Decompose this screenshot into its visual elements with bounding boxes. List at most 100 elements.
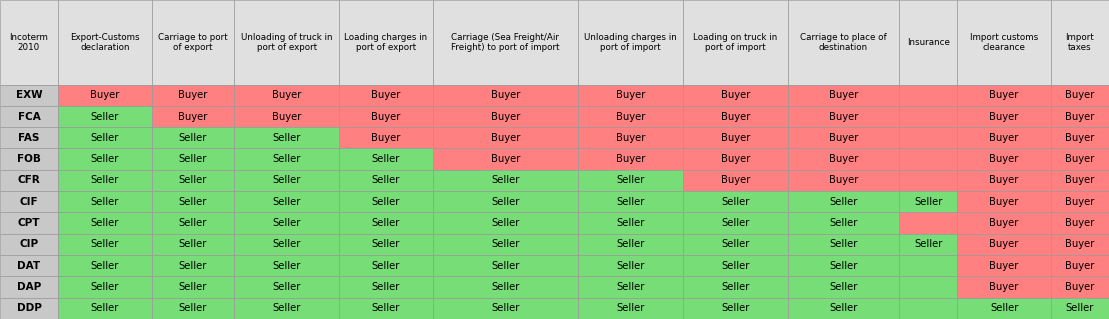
Text: Buyer: Buyer bbox=[372, 112, 400, 122]
Text: Seller: Seller bbox=[179, 133, 207, 143]
Text: Seller: Seller bbox=[179, 282, 207, 292]
Bar bbox=[787, 85, 899, 106]
Text: Seller: Seller bbox=[91, 154, 119, 164]
Text: Export-Customs
declaration: Export-Customs declaration bbox=[70, 33, 140, 52]
Text: Carriage to port
of export: Carriage to port of export bbox=[159, 33, 227, 52]
Text: Seller: Seller bbox=[273, 239, 301, 249]
Bar bbox=[58, 148, 152, 170]
Text: Buyer: Buyer bbox=[1066, 282, 1095, 292]
Bar bbox=[58, 170, 152, 191]
Bar bbox=[578, 106, 683, 127]
Text: Loading charges in
port of export: Loading charges in port of export bbox=[345, 33, 428, 52]
Bar bbox=[58, 276, 152, 298]
Bar bbox=[683, 85, 787, 106]
Text: Buyer: Buyer bbox=[989, 282, 1019, 292]
Bar bbox=[578, 234, 683, 255]
Text: Seller: Seller bbox=[372, 303, 400, 313]
Bar bbox=[433, 276, 578, 298]
Bar bbox=[339, 85, 433, 106]
Text: Buyer: Buyer bbox=[490, 112, 520, 122]
Bar bbox=[234, 234, 339, 255]
Text: Buyer: Buyer bbox=[1066, 175, 1095, 185]
Bar bbox=[433, 298, 578, 319]
Bar bbox=[339, 212, 433, 234]
Bar bbox=[683, 148, 787, 170]
Bar bbox=[433, 0, 578, 85]
Bar bbox=[0, 255, 58, 276]
Text: Buyer: Buyer bbox=[989, 218, 1019, 228]
Text: Seller: Seller bbox=[91, 261, 119, 271]
Bar bbox=[787, 170, 899, 191]
Text: Seller: Seller bbox=[273, 303, 301, 313]
Bar bbox=[58, 234, 152, 255]
Bar bbox=[0, 148, 58, 170]
Bar bbox=[787, 191, 899, 212]
Text: Seller: Seller bbox=[179, 175, 207, 185]
Text: Seller: Seller bbox=[721, 197, 750, 207]
Text: CIP: CIP bbox=[20, 239, 39, 249]
Bar bbox=[152, 170, 234, 191]
Bar bbox=[58, 0, 152, 85]
Bar bbox=[957, 127, 1051, 148]
Text: Buyer: Buyer bbox=[989, 261, 1019, 271]
Text: Seller: Seller bbox=[830, 239, 857, 249]
Text: Buyer: Buyer bbox=[615, 133, 645, 143]
Bar bbox=[433, 234, 578, 255]
Bar bbox=[339, 106, 433, 127]
Text: Seller: Seller bbox=[372, 282, 400, 292]
Bar bbox=[152, 148, 234, 170]
Bar bbox=[787, 298, 899, 319]
Bar bbox=[234, 170, 339, 191]
Bar bbox=[683, 276, 787, 298]
Bar bbox=[578, 127, 683, 148]
Bar bbox=[339, 255, 433, 276]
Bar bbox=[234, 276, 339, 298]
Bar bbox=[234, 106, 339, 127]
Text: Buyer: Buyer bbox=[721, 133, 750, 143]
Bar bbox=[0, 212, 58, 234]
Text: Seller: Seller bbox=[830, 197, 857, 207]
Text: Seller: Seller bbox=[91, 239, 119, 249]
Bar bbox=[0, 85, 58, 106]
Text: Seller: Seller bbox=[179, 261, 207, 271]
Text: Seller: Seller bbox=[721, 303, 750, 313]
Text: Buyer: Buyer bbox=[372, 133, 400, 143]
Bar bbox=[957, 298, 1051, 319]
Text: Seller: Seller bbox=[830, 303, 857, 313]
Bar bbox=[683, 255, 787, 276]
Text: Buyer: Buyer bbox=[989, 90, 1019, 100]
Text: Buyer: Buyer bbox=[1066, 112, 1095, 122]
Bar bbox=[433, 148, 578, 170]
Text: Buyer: Buyer bbox=[272, 90, 302, 100]
Bar bbox=[899, 0, 957, 85]
Bar bbox=[339, 170, 433, 191]
Text: Buyer: Buyer bbox=[490, 154, 520, 164]
Text: Insurance: Insurance bbox=[907, 38, 949, 47]
Text: CPT: CPT bbox=[18, 218, 40, 228]
Text: Buyer: Buyer bbox=[828, 133, 858, 143]
Text: Loading on truck in
port of import: Loading on truck in port of import bbox=[693, 33, 777, 52]
Text: Carriage to place of
destination: Carriage to place of destination bbox=[801, 33, 887, 52]
Text: Buyer: Buyer bbox=[1066, 90, 1095, 100]
Text: Seller: Seller bbox=[990, 303, 1018, 313]
Text: Seller: Seller bbox=[273, 154, 301, 164]
Bar bbox=[787, 127, 899, 148]
Bar bbox=[0, 234, 58, 255]
Bar bbox=[578, 0, 683, 85]
Text: Seller: Seller bbox=[273, 261, 301, 271]
Bar bbox=[1051, 255, 1109, 276]
Bar bbox=[683, 106, 787, 127]
Text: Seller: Seller bbox=[372, 154, 400, 164]
Text: Import customs
clearance: Import customs clearance bbox=[970, 33, 1038, 52]
Bar bbox=[899, 276, 957, 298]
Text: DAP: DAP bbox=[17, 282, 41, 292]
Text: Seller: Seller bbox=[273, 218, 301, 228]
Bar bbox=[578, 170, 683, 191]
Text: Seller: Seller bbox=[491, 175, 520, 185]
Bar bbox=[1051, 212, 1109, 234]
Text: Seller: Seller bbox=[179, 239, 207, 249]
Text: Buyer: Buyer bbox=[828, 175, 858, 185]
Text: Seller: Seller bbox=[617, 218, 644, 228]
Bar bbox=[899, 148, 957, 170]
Bar bbox=[683, 191, 787, 212]
